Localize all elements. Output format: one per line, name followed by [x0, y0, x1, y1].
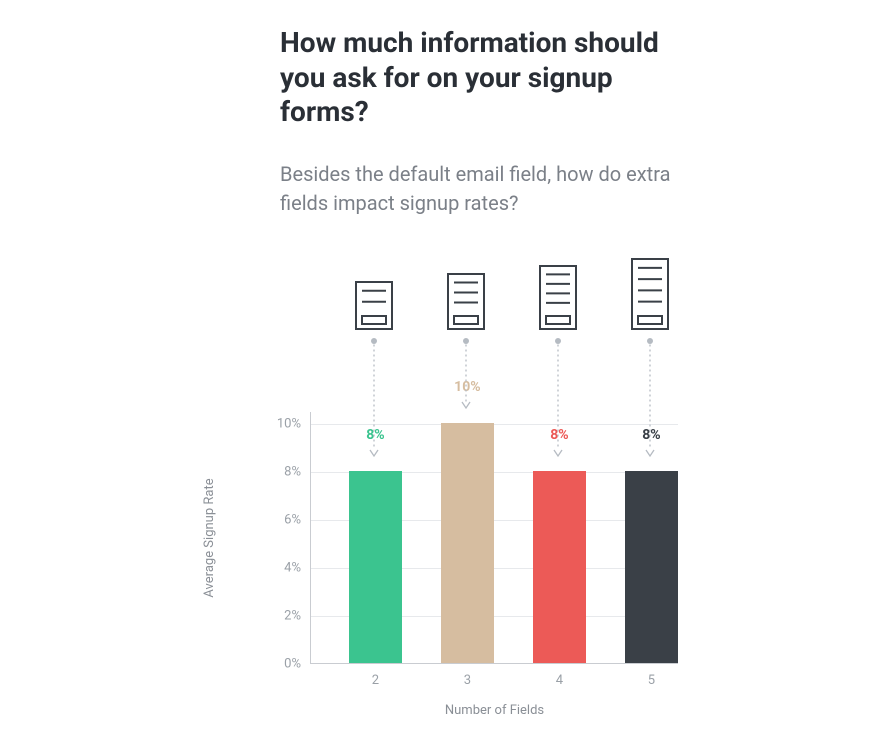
gridline [311, 424, 678, 425]
xtick-label: 5 [648, 663, 655, 688]
ytick-label: 4% [284, 561, 311, 576]
y-axis-label: Average Signup Rate [202, 478, 217, 597]
form-icon [447, 273, 485, 334]
ytick-label: 10% [277, 417, 311, 432]
page-root: How much information should you ask for … [0, 0, 894, 745]
plot-area: 0%2%4%6%8%10%Average Signup RateNumber o… [310, 412, 678, 664]
ytick-label: 8% [284, 465, 311, 480]
ytick-label: 6% [284, 513, 311, 528]
xtick-label: 2 [372, 663, 379, 688]
ytick-label: 2% [284, 609, 311, 624]
xtick-label: 3 [464, 663, 471, 688]
form-icon [539, 265, 577, 334]
bar [349, 471, 402, 663]
bar [625, 471, 678, 663]
form-icon [631, 258, 669, 334]
bar [533, 471, 586, 663]
page-title: How much information should you ask for … [280, 26, 700, 130]
xtick-label: 4 [556, 663, 563, 688]
x-axis-label: Number of Fields [445, 663, 544, 718]
bar [441, 423, 494, 663]
form-icon [355, 281, 393, 334]
ytick-label: 0% [284, 657, 311, 672]
page-subtitle: Besides the default email field, how do … [280, 160, 680, 218]
